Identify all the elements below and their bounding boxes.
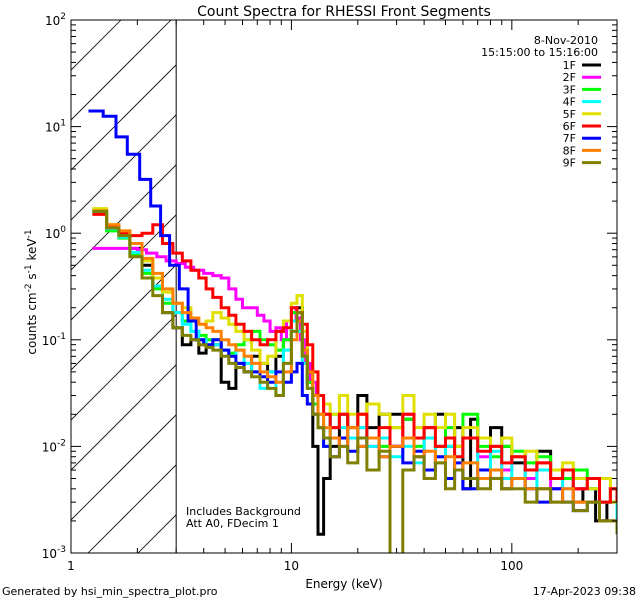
hatch-line bbox=[71, 20, 72, 21]
legend-label: 8F bbox=[563, 144, 576, 157]
hatch-line bbox=[71, 414, 177, 521]
y-tick-label: 100 bbox=[45, 225, 66, 241]
annotation-background: Includes Background bbox=[186, 505, 301, 518]
x-axis-label: Energy (keV) bbox=[305, 577, 382, 591]
series-8F bbox=[92, 209, 617, 523]
x-tick-label: 1 bbox=[67, 559, 75, 573]
y-tick-label: 10-3 bbox=[42, 545, 66, 561]
legend-label: 5F bbox=[563, 108, 576, 121]
hatch-line bbox=[87, 464, 177, 553]
series-layer bbox=[88, 109, 617, 553]
hatch-line bbox=[71, 264, 177, 371]
legend-label: 1F bbox=[563, 59, 576, 72]
annotation-attenuator: Att A0, FDecim 1 bbox=[186, 517, 279, 530]
x-tick-label: 100 bbox=[500, 559, 523, 573]
y-tick-label: 102 bbox=[45, 12, 66, 28]
legend-label: 9F bbox=[563, 157, 576, 170]
legend-label: 6F bbox=[563, 120, 576, 133]
legend-label: 7F bbox=[563, 132, 576, 145]
axes: 1 10 100 10-3 10-2 10-1 100 101 102 bbox=[42, 12, 618, 573]
header-time-range: 15:15:00 to 15:16:00 bbox=[481, 46, 598, 59]
hatch-line bbox=[71, 20, 122, 71]
series-9F bbox=[92, 209, 617, 553]
legend-label: 4F bbox=[563, 96, 576, 109]
y-tick-label: 10-2 bbox=[42, 438, 66, 454]
y-axis-label: counts cm-2 s-1 keV-1 bbox=[24, 229, 39, 354]
hatch-line bbox=[71, 114, 177, 221]
y-tick-label: 10-1 bbox=[42, 332, 66, 348]
series-6F bbox=[92, 212, 617, 504]
hatch-line bbox=[71, 214, 177, 321]
legend-label: 3F bbox=[563, 83, 576, 96]
header-date: 8-Nov-2010 bbox=[534, 34, 598, 47]
y-tick-label: 101 bbox=[45, 119, 66, 135]
hatch-line bbox=[71, 64, 177, 171]
hatch-line bbox=[71, 364, 177, 471]
plot-frame bbox=[70, 19, 618, 554]
chart-title: Count Spectra for RHESSI Front Segments bbox=[197, 4, 491, 20]
hatched-region bbox=[71, 20, 177, 553]
hatch-line bbox=[71, 20, 172, 121]
legend-label: 2F bbox=[563, 71, 576, 84]
footer-generated-by: Generated by hsi_min_spectra_plot.pro bbox=[2, 585, 218, 598]
footer-timestamp: 17-Apr-2023 09:38 bbox=[533, 585, 636, 598]
x-tick-label: 10 bbox=[284, 559, 299, 573]
